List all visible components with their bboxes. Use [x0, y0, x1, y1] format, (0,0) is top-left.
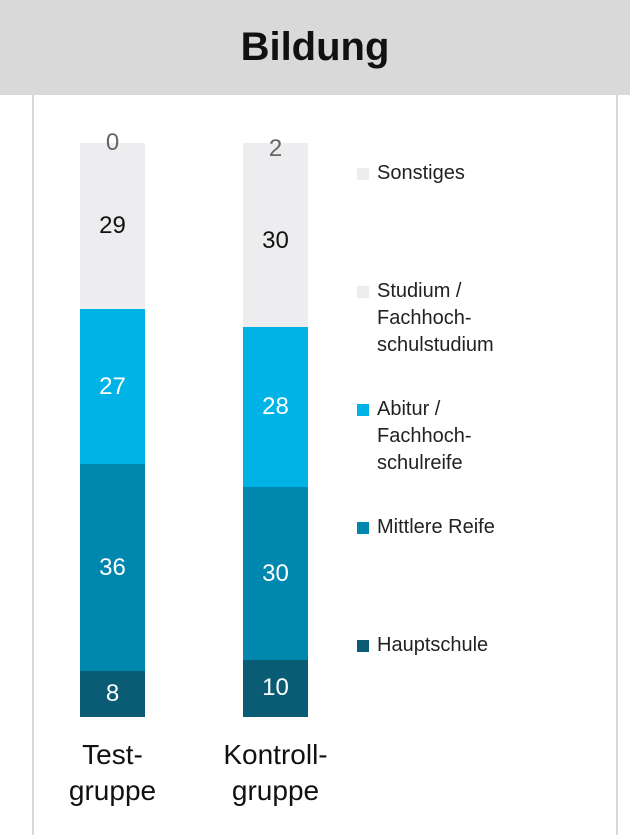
- bar-segment: [243, 659, 308, 717]
- value-label: 2: [268, 134, 283, 162]
- value-label: 0: [105, 129, 120, 156]
- legend-label: Hauptschule: [377, 634, 489, 656]
- legend-label: Sonstiges: [377, 162, 465, 184]
- bar-segment: [243, 326, 308, 488]
- bar-segment: [243, 487, 308, 660]
- legend-label: Mittlere Reife: [377, 516, 495, 538]
- legend-swatch: [357, 286, 369, 298]
- frame-line: [616, 95, 618, 835]
- bar-segment: [80, 309, 145, 465]
- legend-label: Abitur / Fachhoch- schulreife: [377, 398, 472, 474]
- bar-segment: [243, 143, 308, 155]
- category-label: Test- gruppe: [68, 739, 157, 806]
- bar-segment: [80, 671, 145, 717]
- bar-segment: [80, 143, 145, 310]
- header-band: [0, 0, 630, 95]
- legend-swatch: [357, 168, 369, 180]
- chart-title: Bildung: [240, 25, 390, 69]
- value-label: 28: [262, 393, 289, 421]
- frame-line: [32, 95, 34, 835]
- value-label: 30: [262, 559, 289, 587]
- value-label: 30: [262, 226, 289, 254]
- value-label: 36: [99, 553, 126, 581]
- value-label: 27: [99, 372, 126, 400]
- legend-swatch: [357, 640, 369, 652]
- value-label: 29: [99, 212, 126, 240]
- legend-swatch: [357, 522, 369, 534]
- category-label: Kontroll- gruppe: [223, 739, 328, 806]
- legend-swatch: [357, 404, 369, 416]
- value-label: 8: [105, 680, 120, 708]
- value-label: 10: [262, 674, 289, 702]
- legend-label: Studium / Fachhoch- schulstudium: [377, 280, 494, 356]
- bar-segment: [80, 464, 145, 672]
- bar-segment: [243, 154, 308, 327]
